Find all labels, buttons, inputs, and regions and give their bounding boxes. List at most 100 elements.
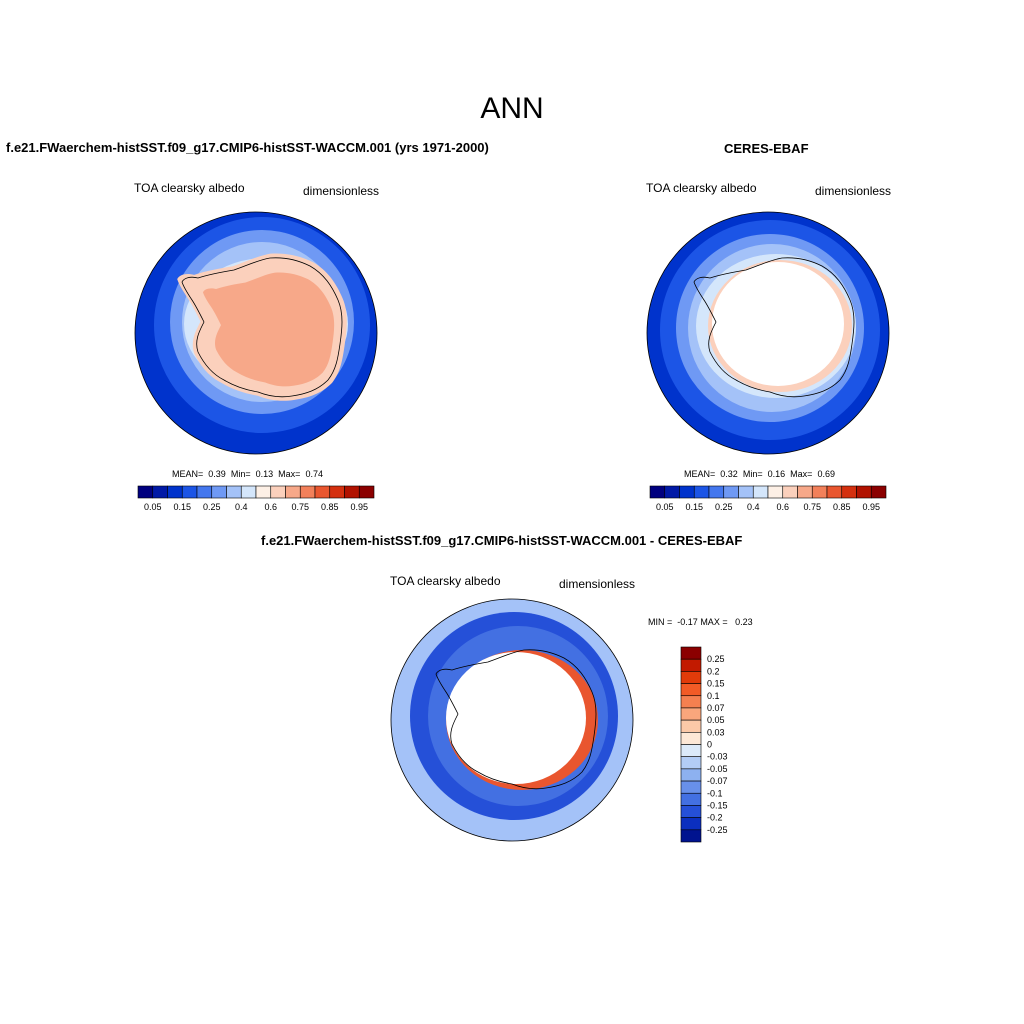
panel2-colorbar-swatch xyxy=(797,485,813,499)
panel3-colorbar-tick-label: 0.25 xyxy=(707,654,725,664)
panel3-colorbar-swatch xyxy=(680,683,702,697)
panel2-colorbar-swatch xyxy=(664,485,680,499)
panel1-colorbar-swatch xyxy=(240,485,257,499)
panel2-colorbar-swatch xyxy=(870,485,887,499)
panel3-stats: MIN = -0.17 MAX = 0.23 xyxy=(648,617,753,627)
panel3-colorbar-swatch xyxy=(680,658,702,672)
panel2-colorbar-tick-label: 0.75 xyxy=(803,502,821,512)
panel1-colorbar-tick-label: 0.85 xyxy=(321,502,339,512)
panel3-colorbar-swatch xyxy=(680,805,702,818)
panel2-colorbar-swatch xyxy=(811,485,828,499)
panel3-colorbar-swatch xyxy=(680,792,702,806)
panel2-colorbar-tick-label: 0.15 xyxy=(685,502,703,512)
panel1-map-border xyxy=(134,211,378,455)
panel3-colorbar-tick-label: -0.05 xyxy=(707,764,728,774)
panel1-colorbar-swatch xyxy=(329,485,345,499)
panel1-colorbar-swatch xyxy=(270,485,286,499)
panel1-colorbar-swatch xyxy=(255,485,272,499)
panel2-colorbar-swatch xyxy=(738,485,754,499)
panel3-units: dimensionless xyxy=(559,577,636,591)
panel2-colorbar-swatch xyxy=(723,485,739,499)
panel1-colorbar-swatch xyxy=(226,485,242,499)
panel2-title: CERES-EBAF xyxy=(724,141,809,156)
panel1-colorbar-tick-label: 0.95 xyxy=(350,502,368,512)
panel1-colorbar-tick-label: 0.4 xyxy=(235,502,248,512)
panel1-colorbar-swatch xyxy=(137,485,154,499)
panel3-map-border xyxy=(390,598,634,842)
panel3-colorbar-tick-label: -0.2 xyxy=(707,813,723,823)
panel3-map xyxy=(391,599,633,841)
panel3-colorbar-swatch xyxy=(680,707,702,721)
panel1-colorbar-swatch xyxy=(211,485,227,499)
panel3-colorbar-tick-label: 0.1 xyxy=(707,691,720,701)
panel3-colorbar-tick-label: 0.2 xyxy=(707,666,720,676)
panel3-colorbar-swatch xyxy=(680,780,702,794)
panel1-map xyxy=(135,212,377,454)
panel3-colorbar-swatch xyxy=(680,829,702,843)
panel1-colorbar-swatch xyxy=(299,485,316,499)
panel1-variable: TOA clearsky albedo xyxy=(134,181,245,195)
panel3-colorbar-swatch xyxy=(680,744,702,757)
panel2-colorbar-tick-label: 0.25 xyxy=(715,502,733,512)
panel1-colorbar-tick-label: 0.15 xyxy=(173,502,191,512)
panel1-colorbar-swatch xyxy=(181,485,198,499)
panel1-colorbar: 0.05 0.15 0.25 0.4 0.6 0.75 0.85 0.95 xyxy=(137,485,375,512)
panel2-colorbar-swatch xyxy=(782,485,798,499)
panel3-colorbar-tick-label: -0.1 xyxy=(707,788,723,798)
panel2-colorbar-tick-label: 0.95 xyxy=(862,502,880,512)
panel2-units: dimensionless xyxy=(815,184,892,198)
panel3-colorbar-swatch xyxy=(680,646,702,660)
panel3-title: f.e21.FWaerchem-histSST.f09_g17.CMIP6-hi… xyxy=(261,533,743,548)
panel2-colorbar-swatch xyxy=(767,485,784,499)
panel1-colorbar-tick-label: 0.25 xyxy=(203,502,221,512)
panel2-colorbar-swatch xyxy=(856,485,872,499)
panel1-colorbar-swatch xyxy=(152,485,168,499)
panel2-colorbar-swatch xyxy=(841,485,857,499)
no-data-region xyxy=(712,262,844,386)
panel3-colorbar-swatch xyxy=(680,817,702,831)
panel2-colorbar-swatch xyxy=(693,485,710,499)
panel3-colorbar-swatch xyxy=(680,719,702,733)
panel3-colorbar-swatch xyxy=(680,756,702,770)
panel3-colorbar: 0.25 0.2 0.15 0.1 0.07 0.05 0.03 0 -0.03 -0.05 -0.… xyxy=(680,646,728,843)
panel3-colorbar-swatch xyxy=(680,695,702,709)
panel1-colorbar-tick-label: 0.75 xyxy=(291,502,309,512)
panel2-colorbar-tick-label: 0.6 xyxy=(776,502,789,512)
panel3-colorbar-swatch xyxy=(680,671,702,684)
panel2-variable: TOA clearsky albedo xyxy=(646,181,757,195)
panel3-colorbar-tick-label: -0.25 xyxy=(707,825,728,835)
panel1-colorbar-swatch xyxy=(344,485,360,499)
panel2-colorbar-swatch xyxy=(826,485,843,499)
panel3-colorbar-tick-label: 0.15 xyxy=(707,679,725,689)
panel1-colorbar-tick-label: 0.6 xyxy=(264,502,277,512)
panel2-colorbar-tick-label: 0.05 xyxy=(656,502,674,512)
panel3-colorbar-tick-label: -0.07 xyxy=(707,776,728,786)
panel1-stats: MEAN= 0.39 Min= 0.13 Max= 0.74 xyxy=(172,469,323,479)
panel1-colorbar-swatch xyxy=(196,485,213,499)
panel3-colorbar-tick-label: 0.07 xyxy=(707,703,725,713)
panel2-map-border xyxy=(646,211,890,455)
panel2-colorbar-swatch xyxy=(679,485,695,499)
panel1-colorbar-swatch xyxy=(285,485,301,499)
panel1-colorbar-swatch xyxy=(314,485,331,499)
panel2-colorbar-tick-label: 0.4 xyxy=(747,502,760,512)
panel3-colorbar-tick-label: -0.03 xyxy=(707,752,728,762)
panel3-colorbar-tick-label: 0.03 xyxy=(707,727,725,737)
panel3-colorbar-tick-label: 0.05 xyxy=(707,715,725,725)
panel3-colorbar-swatch xyxy=(680,768,702,782)
panel3-colorbar-tick-label: -0.15 xyxy=(707,800,728,810)
panel1-colorbar-tick-label: 0.05 xyxy=(144,502,162,512)
panel2-stats: MEAN= 0.32 Min= 0.16 Max= 0.69 xyxy=(684,469,835,479)
panel3-colorbar-tick-label: 0 xyxy=(707,740,712,750)
panel3-colorbar-swatch xyxy=(680,732,702,745)
panel2-map xyxy=(647,212,889,454)
panel2-colorbar-tick-label: 0.85 xyxy=(833,502,851,512)
panel2-colorbar-swatch xyxy=(708,485,725,499)
panel1-colorbar-swatch xyxy=(358,485,375,499)
panel2-colorbar-swatch xyxy=(649,485,666,499)
panel1-units: dimensionless xyxy=(303,184,380,198)
panel2-colorbar: 0.05 0.15 0.25 0.4 0.6 0.75 0.85 0.95 xyxy=(649,485,887,512)
no-data-region xyxy=(446,652,586,784)
panel1-colorbar-swatch xyxy=(167,485,183,499)
